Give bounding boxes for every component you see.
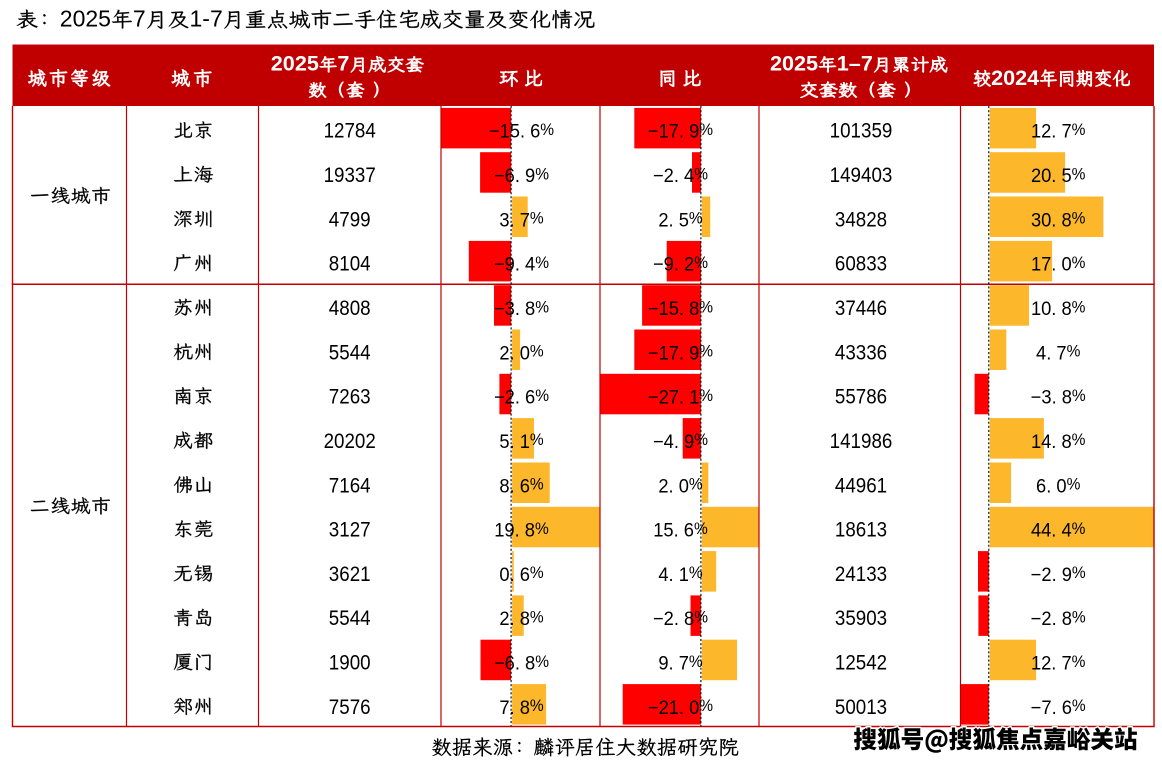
- svg-text:1–7: 1–7: [837, 51, 873, 76]
- svg-text:3127: 3127: [329, 519, 371, 542]
- svg-text:2024: 2024: [991, 65, 1039, 90]
- svg-text:−2. 8%: −2. 8%: [653, 609, 708, 631]
- svg-text:−2. 4%: −2. 4%: [653, 166, 708, 188]
- svg-text:19. 8%: 19. 8%: [494, 520, 549, 542]
- svg-text:−17. 9%: −17. 9%: [648, 121, 713, 143]
- svg-text:5. 1%: 5. 1%: [499, 431, 543, 453]
- svg-text:−15. 6%: −15. 6%: [489, 121, 554, 143]
- svg-text:5544: 5544: [329, 607, 371, 630]
- svg-text:55786: 55786: [835, 386, 887, 409]
- svg-text:1-7: 1-7: [190, 6, 223, 32]
- svg-text:15. 6%: 15. 6%: [653, 520, 708, 542]
- svg-text:7263: 7263: [329, 386, 371, 409]
- svg-text:−27. 1%: −27. 1%: [648, 387, 713, 409]
- svg-text:8104: 8104: [329, 253, 371, 276]
- svg-text:5544: 5544: [329, 341, 371, 364]
- svg-text:−7. 6%: −7. 6%: [1031, 697, 1086, 719]
- svg-text:12784: 12784: [324, 120, 376, 143]
- svg-text:4. 1%: 4. 1%: [658, 564, 702, 586]
- svg-text:7164: 7164: [329, 474, 371, 497]
- svg-text:−15. 8%: −15. 8%: [648, 299, 713, 321]
- svg-text:37446: 37446: [835, 297, 887, 320]
- svg-text:−2. 9%: −2. 9%: [1031, 564, 1086, 586]
- svg-text:24133: 24133: [835, 563, 887, 586]
- svg-text:7: 7: [133, 6, 146, 32]
- svg-text:2. 5%: 2. 5%: [658, 210, 702, 232]
- svg-text:4799: 4799: [329, 208, 371, 231]
- svg-text:44961: 44961: [835, 474, 887, 497]
- svg-text:9. 7%: 9. 7%: [658, 653, 702, 675]
- svg-text:2025: 2025: [271, 51, 319, 76]
- svg-text:20. 5%: 20. 5%: [1031, 166, 1086, 188]
- svg-text:1900: 1900: [329, 652, 371, 675]
- svg-text:−9. 4%: −9. 4%: [494, 254, 549, 276]
- svg-text:17. 0%: 17. 0%: [1031, 254, 1086, 276]
- svg-text:−6. 9%: −6. 9%: [494, 166, 549, 188]
- svg-text:−4. 9%: −4. 9%: [653, 431, 708, 453]
- svg-text:20202: 20202: [324, 430, 376, 453]
- svg-text:8. 6%: 8. 6%: [499, 476, 543, 498]
- svg-text:12. 7%: 12. 7%: [1031, 653, 1086, 675]
- svg-text:0. 6%: 0. 6%: [499, 564, 543, 586]
- svg-text:6. 0%: 6. 0%: [1036, 476, 1080, 498]
- svg-text:7576: 7576: [329, 696, 371, 719]
- svg-text:35903: 35903: [835, 607, 887, 630]
- svg-text:−2. 6%: −2. 6%: [494, 387, 549, 409]
- svg-text:43336: 43336: [835, 341, 887, 364]
- svg-text:−2. 8%: −2. 8%: [1031, 609, 1086, 631]
- svg-text:−3. 8%: −3. 8%: [494, 299, 549, 321]
- svg-text:60833: 60833: [835, 253, 887, 276]
- svg-text:7. 8%: 7. 8%: [499, 697, 543, 719]
- svg-text:−3. 8%: −3. 8%: [1031, 387, 1086, 409]
- svg-text:−21. 0%: −21. 0%: [648, 697, 713, 719]
- svg-text:−9. 2%: −9. 2%: [653, 254, 708, 276]
- svg-text:50013: 50013: [835, 696, 887, 719]
- svg-text:14. 8%: 14. 8%: [1031, 431, 1086, 453]
- svg-text:3. 7%: 3. 7%: [499, 210, 543, 232]
- svg-text:−6. 8%: −6. 8%: [494, 653, 549, 675]
- svg-text:−17. 9%: −17. 9%: [648, 343, 713, 365]
- svg-text:2. 8%: 2. 8%: [499, 609, 543, 631]
- svg-text:149403: 149403: [830, 164, 893, 187]
- svg-text:4808: 4808: [329, 297, 371, 320]
- svg-text:2025: 2025: [60, 6, 111, 32]
- svg-text:19337: 19337: [324, 164, 376, 187]
- svg-text:12542: 12542: [835, 652, 887, 675]
- svg-text:30. 8%: 30. 8%: [1031, 210, 1086, 232]
- svg-text:34828: 34828: [835, 208, 887, 231]
- svg-text:7: 7: [337, 51, 349, 76]
- svg-text:2. 0%: 2. 0%: [658, 476, 702, 498]
- svg-text:12. 7%: 12. 7%: [1031, 121, 1086, 143]
- svg-text:10. 8%: 10. 8%: [1031, 299, 1086, 321]
- svg-text:2. 0%: 2. 0%: [499, 343, 543, 365]
- svg-text:44. 4%: 44. 4%: [1031, 520, 1086, 542]
- svg-text:4. 7%: 4. 7%: [1036, 343, 1080, 365]
- svg-text:101359: 101359: [830, 120, 893, 143]
- svg-text:2025: 2025: [770, 51, 818, 76]
- svg-text:141986: 141986: [830, 430, 893, 453]
- svg-text:3621: 3621: [329, 563, 371, 586]
- svg-text:18613: 18613: [835, 519, 887, 542]
